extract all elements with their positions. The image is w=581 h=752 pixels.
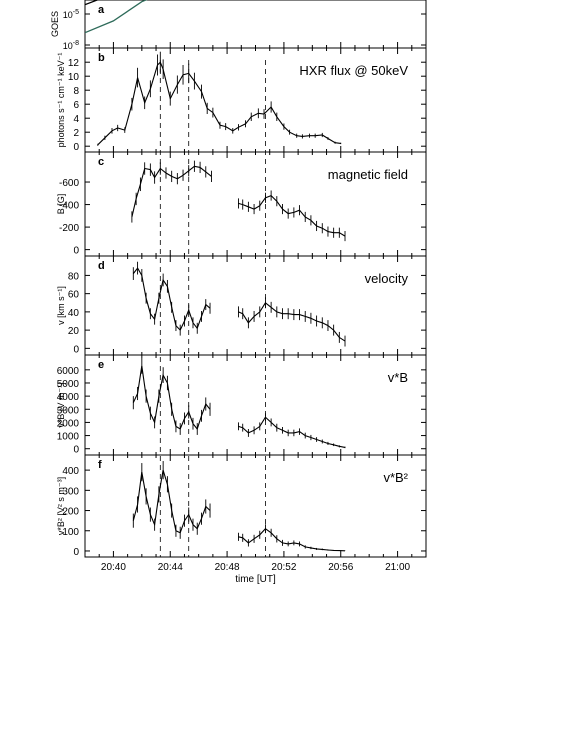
y-tick-label: 300 [62, 486, 79, 497]
x-axis-label: time [UT] [235, 574, 276, 585]
y-ticks-c: 0 -200 -400 -600 [59, 178, 426, 257]
data-line [132, 267, 211, 332]
panel-c: 0 -200 -400 -600 B [G] c magnetic field [56, 151, 427, 257]
panel-letter: a [98, 4, 105, 16]
y-tick-label: 4000 [57, 392, 80, 403]
reference-lines [159, 60, 266, 557]
x-tick-label: 20:44 [158, 562, 183, 573]
y-axis-label: v*B [V m⁻¹] [56, 382, 66, 427]
y-tick-label: 6000 [57, 366, 80, 377]
series-f [132, 461, 346, 552]
goes-curve-1 [85, 0, 100, 6]
y-axis-label: v [km s⁻¹] [56, 286, 66, 325]
y-ticks-a: 10-710-510-8 [63, 9, 426, 51]
y-tick-label: 3000 [57, 405, 80, 416]
data-line [238, 194, 346, 237]
panel-letter: d [98, 260, 105, 272]
y-axis-label: photons s⁻¹ cm⁻¹ keV⁻¹ [56, 53, 66, 148]
series-a [85, 0, 148, 34]
y-tick-label: 400 [62, 466, 79, 477]
y-tick-label: 5000 [57, 379, 80, 390]
panel-frame-a [84, 0, 427, 49]
y-ticks-e: 0 1000 2000 3000 4000 5000 6000 [57, 366, 426, 456]
y-tick-label: 0 [73, 547, 79, 558]
data-line [132, 365, 211, 431]
panel-title: magnetic field [328, 167, 408, 182]
y-axis-label: B [G] [56, 194, 66, 215]
y-tick-label: 200 [62, 507, 79, 518]
panel-title: HXR flux @ 50keV [299, 63, 408, 78]
data-line [238, 416, 346, 448]
panel-letter: c [98, 156, 104, 168]
x-tick-label: 20:40 [101, 562, 126, 573]
y-tick-label: 0 [73, 445, 79, 456]
y-tick-label: -600 [59, 178, 79, 189]
y-tick-label: 12 [68, 58, 80, 69]
y-tick-label: 2 [73, 128, 79, 139]
y-tick-label: 20 [68, 326, 80, 337]
y-tick-label: 0 [73, 344, 79, 355]
y-tick-label: -200 [59, 223, 79, 234]
panel-letter: f [98, 459, 102, 471]
x-axis: 20:40 20:44 20:48 20:52 20:56 21:00 time [UT] [101, 562, 411, 585]
data-line [131, 165, 212, 218]
panel-letter: e [98, 359, 104, 371]
y-tick-label: -400 [59, 201, 79, 212]
y-tick-label: 1000 [57, 432, 80, 443]
y-tick-label: 100 [62, 527, 79, 538]
y-axis-label: GOES [50, 11, 60, 37]
data-line [97, 61, 341, 146]
y-axis-label: v*B² [V² s m⁻³] [56, 477, 66, 535]
panel-e: 0 1000 2000 3000 4000 5000 6000 v*B [V m⁻¹] e v*B [56, 354, 427, 456]
panel-title: velocity [365, 271, 409, 286]
y-tick-label: 60 [68, 290, 80, 301]
panel-title: v*B [388, 370, 408, 385]
x-tick-label: 21:00 [385, 562, 410, 573]
y-tick-label: 0 [73, 142, 79, 153]
y-tick-label: 0 [73, 246, 79, 257]
panel-title: v*B² [383, 470, 408, 485]
y-tick-label: 4 [73, 114, 79, 125]
y-tick-label: 10-8 [63, 40, 79, 51]
y-tick-label: 80 [68, 271, 80, 282]
panel-frame-e [84, 354, 427, 456]
panel-letter: b [98, 52, 105, 64]
y-tick-label: 6 [73, 100, 79, 111]
series-d [132, 261, 346, 347]
series-e [132, 358, 346, 449]
panel-d: 0 20 40 60 80v [km s⁻¹] d velocity [56, 255, 427, 356]
y-tick-label: 8 [73, 86, 79, 97]
x-tick-label: 20:56 [328, 562, 353, 573]
x-tick-label: 20:52 [271, 562, 296, 573]
y-tick-label: 10-5 [63, 9, 79, 20]
series-c [131, 160, 346, 242]
y-ticks-b: 0 2 4 6 8 10 12 [68, 58, 426, 153]
panel-frame-f [84, 454, 427, 558]
x-tick-label: 20:48 [215, 562, 240, 573]
y-tick-label: 10 [68, 72, 80, 83]
data-line [238, 527, 346, 552]
y-tick-label: 40 [68, 308, 80, 319]
y-ticks-d: 0 20 40 60 80 [68, 271, 426, 355]
y-tick-label: 2000 [57, 418, 80, 429]
y-ticks-f: 0 100 200 300 400 [62, 466, 426, 558]
goes-curve-2 [85, 0, 148, 34]
series-b [97, 51, 342, 146]
data-line [132, 469, 211, 534]
data-line [238, 301, 346, 342]
